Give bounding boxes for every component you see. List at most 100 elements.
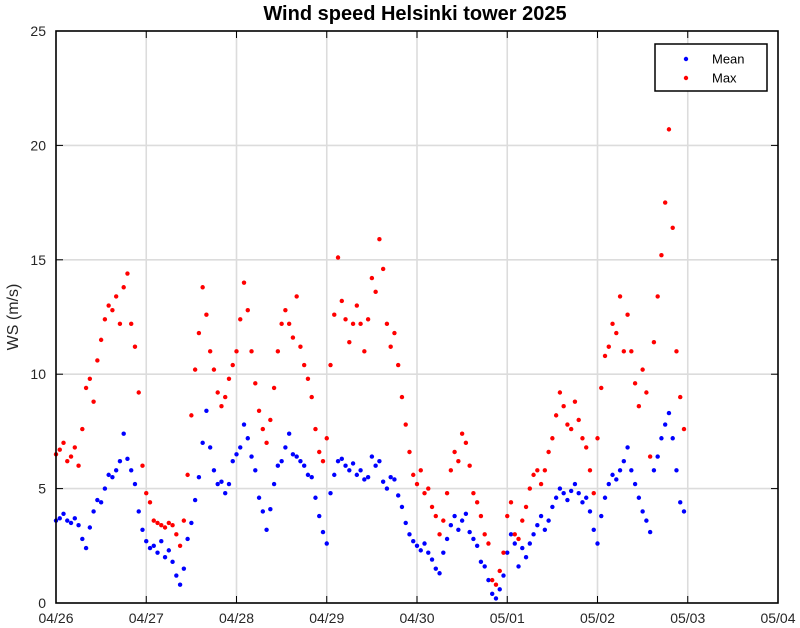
max-point [76, 463, 81, 468]
mean-point [136, 509, 141, 514]
mean-point [317, 513, 322, 519]
mean-point [467, 529, 472, 535]
max-point [245, 307, 250, 313]
legend-mean-label: Mean [712, 52, 745, 67]
mean-point [565, 497, 570, 503]
max-point [241, 280, 247, 285]
max-point [147, 500, 153, 505]
max-point [437, 532, 442, 537]
max-point [129, 321, 134, 327]
max-point [523, 504, 529, 510]
mean-point [426, 550, 431, 555]
max-point [463, 440, 469, 446]
mean-point [87, 525, 93, 530]
max-point [452, 449, 457, 455]
mean-point [629, 468, 634, 473]
max-point [132, 344, 138, 349]
max-point [550, 436, 555, 441]
mean-point [347, 468, 352, 473]
max-point [335, 255, 341, 260]
y-tick-label: 15 [30, 252, 46, 268]
mean-point [403, 520, 408, 526]
mean-point [380, 479, 386, 484]
mean-point [91, 509, 96, 514]
mean-point [68, 520, 74, 526]
mean-point [294, 454, 299, 459]
max-point [174, 532, 179, 537]
max-point [568, 426, 574, 432]
mean-point [538, 513, 544, 519]
mean-point [396, 493, 401, 498]
mean-point [241, 422, 247, 427]
mean-point [508, 532, 514, 537]
mean-point [490, 591, 495, 597]
max-point [332, 312, 337, 317]
mean-point [192, 497, 198, 503]
mean-point [155, 550, 160, 555]
max-point [414, 481, 420, 487]
axis-ticks [55, 30, 779, 604]
mean-point [441, 550, 446, 555]
mean-point [674, 468, 679, 473]
grid-lines [56, 31, 778, 603]
mean-point [279, 458, 284, 464]
max-point [467, 463, 472, 468]
mean-point [106, 472, 111, 478]
max-point [595, 436, 600, 441]
max-point [380, 266, 386, 272]
mean-point [260, 509, 266, 514]
mean-point [647, 529, 653, 535]
max-point [482, 532, 487, 537]
mean-point [110, 474, 115, 480]
max-point [636, 404, 642, 409]
max-point [162, 525, 168, 530]
mean-point [542, 527, 548, 532]
mean-point [640, 509, 645, 514]
max-point [283, 307, 288, 313]
mean-point [223, 490, 228, 496]
y-tick-label: 10 [30, 366, 46, 382]
max-point [557, 390, 563, 395]
max-point [640, 367, 645, 372]
legend-max-marker [683, 75, 689, 81]
mean-point [159, 539, 164, 544]
max-point [584, 445, 589, 450]
mean-point [125, 456, 130, 462]
max-point [305, 376, 311, 381]
mean-point [358, 468, 363, 473]
mean-point [482, 564, 487, 569]
mean-point [550, 504, 555, 510]
mean-point [61, 511, 66, 516]
max-point [211, 367, 217, 372]
mean-point [207, 445, 213, 450]
max-point [324, 436, 329, 441]
mean-point [632, 481, 638, 487]
mean-point [65, 518, 70, 523]
mean-point [117, 458, 123, 464]
x-tick-labels: 04/26 04/27 04/28 04/29 04/30 05/01 05/02 05/03… [38, 610, 795, 626]
max-point [72, 445, 78, 450]
max-point [343, 317, 348, 322]
y-tick-labels: 0 5 10 15 20 25 [30, 23, 46, 611]
mean-point [433, 566, 438, 571]
max-point [313, 426, 318, 432]
max-point [117, 321, 123, 327]
max-point [91, 399, 96, 404]
max-point [392, 330, 397, 336]
max-point [429, 504, 435, 510]
max-point [399, 394, 405, 400]
max-point [155, 520, 160, 526]
max-point [681, 426, 687, 432]
mean-point [429, 557, 435, 562]
legend-mean-marker [683, 56, 689, 62]
mean-point [113, 468, 119, 473]
max-point [200, 285, 205, 290]
mean-point [226, 481, 232, 487]
mean-point [256, 495, 262, 500]
mean-point [95, 497, 100, 503]
max-point [670, 225, 675, 230]
mean-point [388, 474, 393, 480]
max-point [290, 335, 296, 340]
mean-point [610, 472, 615, 478]
max-point [441, 518, 446, 523]
